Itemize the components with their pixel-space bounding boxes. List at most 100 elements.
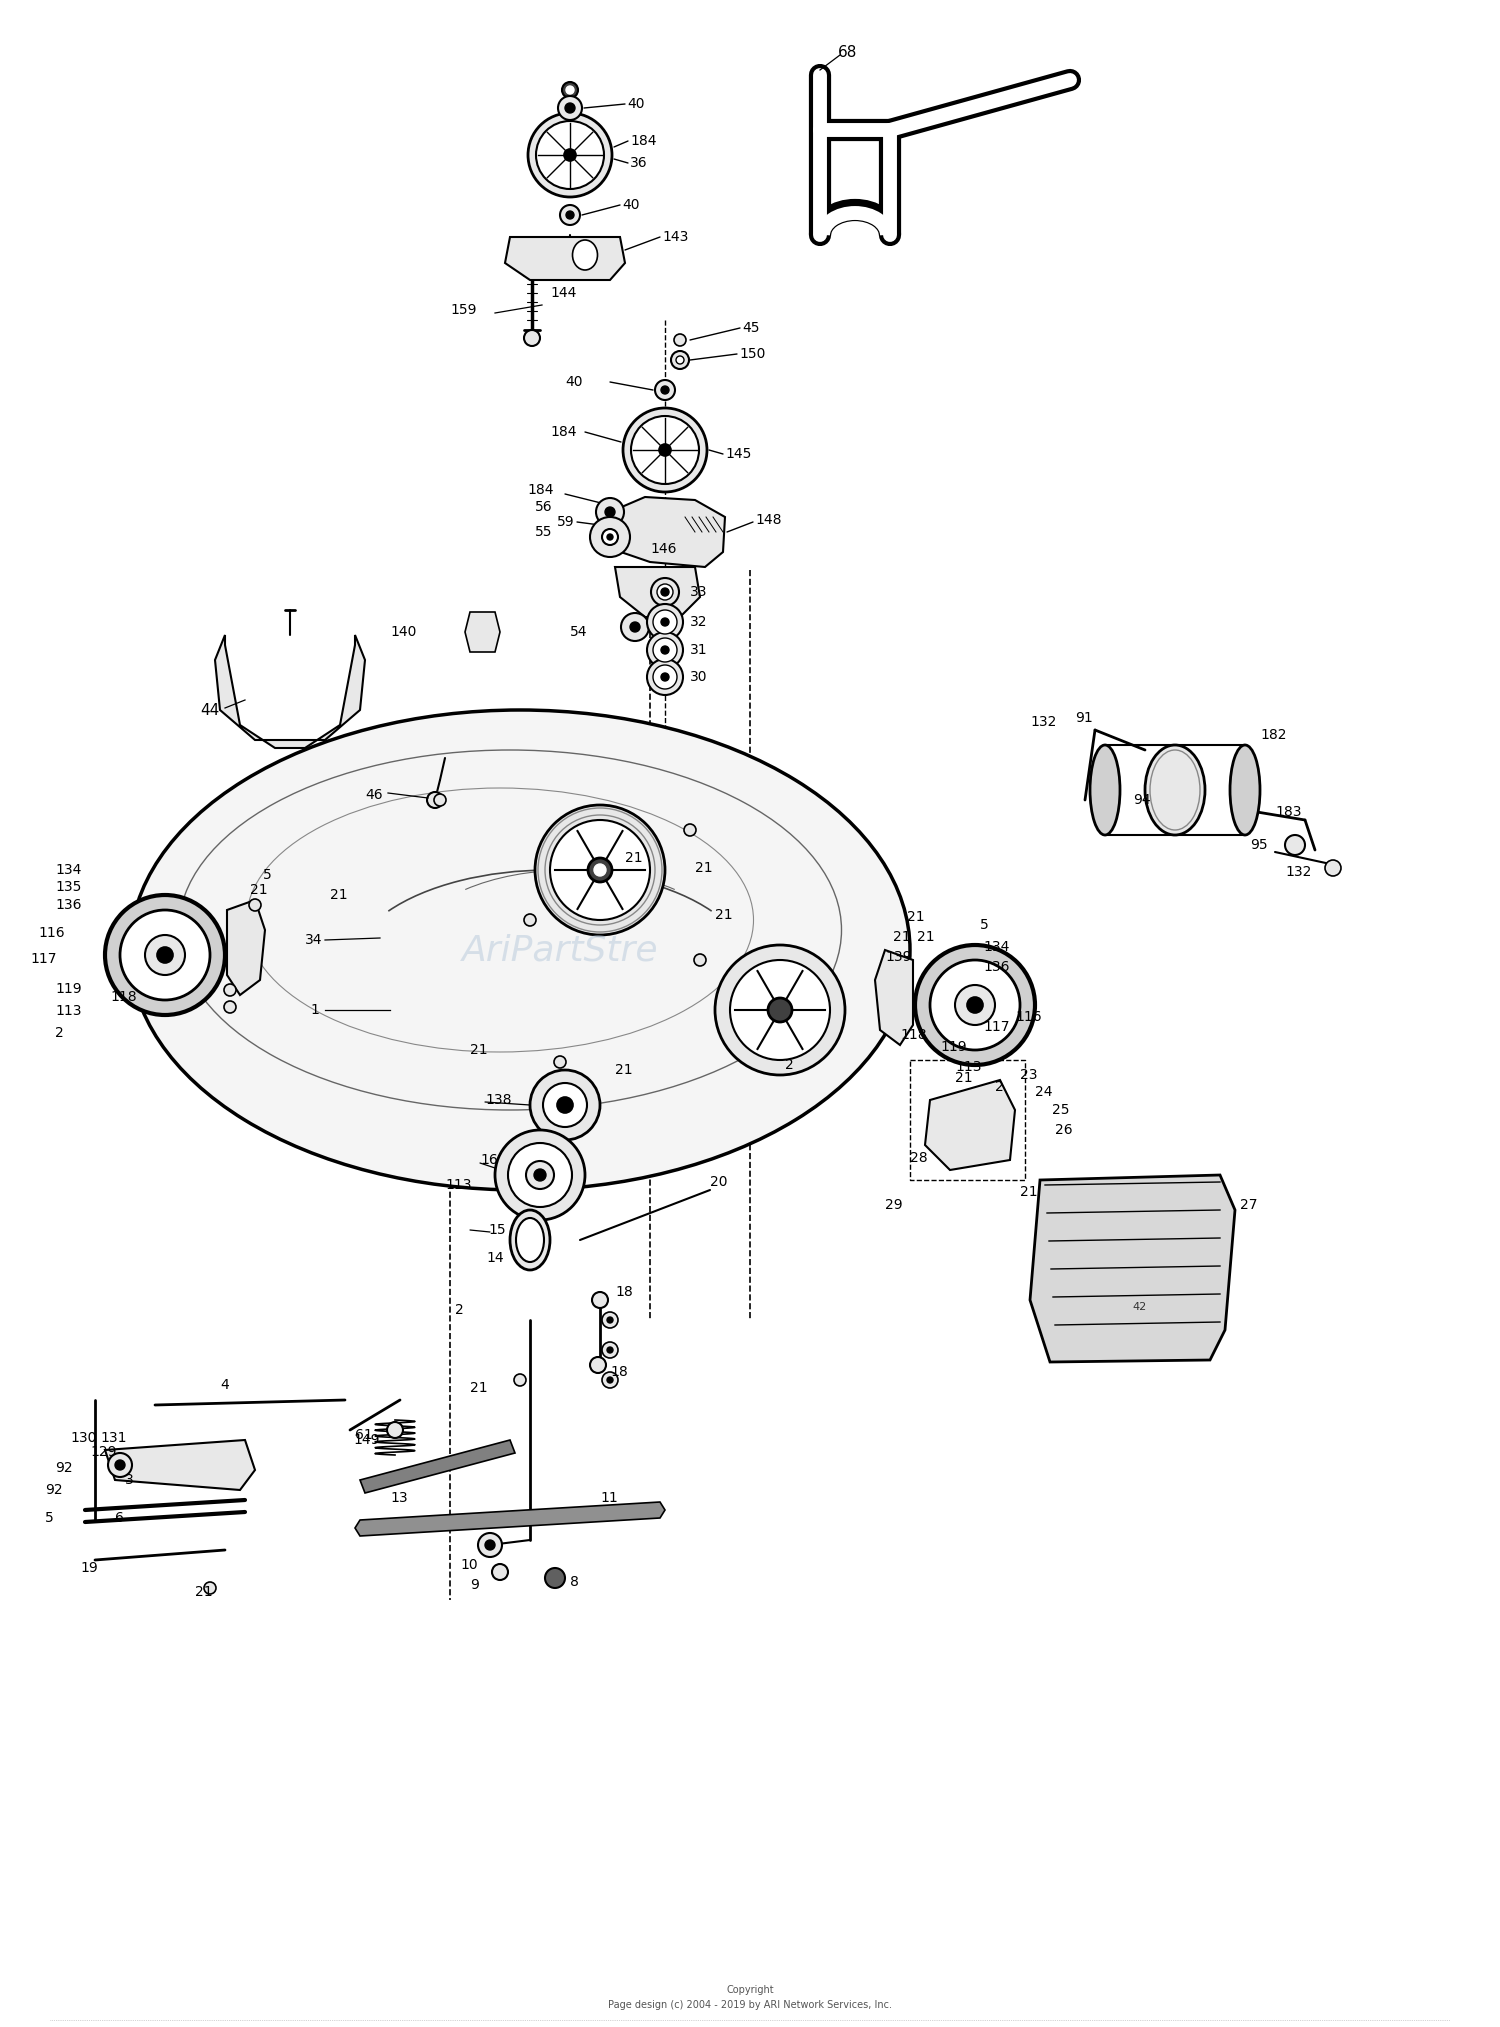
Text: 45: 45 [742, 320, 759, 334]
Circle shape [590, 1356, 606, 1372]
Text: Page design (c) 2004 - 2019 by ARI Network Services, Inc.: Page design (c) 2004 - 2019 by ARI Netwo… [608, 2001, 892, 2011]
Text: 184: 184 [630, 134, 657, 148]
Text: 144: 144 [550, 286, 576, 300]
Text: 183: 183 [1275, 805, 1302, 819]
Circle shape [602, 529, 618, 545]
Ellipse shape [1230, 746, 1260, 835]
Text: 55: 55 [536, 525, 552, 539]
Polygon shape [874, 951, 914, 1046]
Text: 21: 21 [470, 1380, 488, 1395]
Circle shape [524, 914, 536, 926]
Circle shape [632, 416, 699, 484]
Circle shape [1324, 859, 1341, 876]
Circle shape [387, 1423, 404, 1437]
Text: Copyright: Copyright [726, 1984, 774, 1995]
Text: 117: 117 [30, 953, 57, 967]
Polygon shape [465, 612, 500, 653]
Circle shape [604, 507, 615, 517]
Circle shape [528, 114, 612, 197]
Text: 21: 21 [916, 930, 934, 945]
Circle shape [427, 793, 442, 809]
Circle shape [478, 1532, 502, 1557]
Circle shape [588, 857, 612, 882]
Circle shape [608, 1376, 613, 1382]
Text: 118: 118 [900, 1028, 927, 1042]
Polygon shape [356, 1502, 664, 1536]
Circle shape [652, 610, 676, 634]
Text: 18: 18 [615, 1285, 633, 1299]
Text: 150: 150 [740, 347, 765, 361]
Text: 21: 21 [908, 910, 924, 924]
Text: 23: 23 [1020, 1068, 1038, 1082]
Circle shape [566, 103, 574, 114]
Circle shape [495, 1129, 585, 1220]
Text: 16: 16 [480, 1153, 498, 1168]
Text: 61: 61 [356, 1427, 374, 1441]
Circle shape [662, 647, 669, 655]
Polygon shape [615, 568, 701, 616]
Text: 33: 33 [690, 586, 708, 600]
Text: 2: 2 [454, 1303, 464, 1318]
Text: 146: 146 [650, 541, 676, 555]
Text: 21: 21 [195, 1585, 213, 1599]
Text: 131: 131 [100, 1431, 126, 1445]
Circle shape [930, 961, 1020, 1050]
Text: 29: 29 [885, 1198, 903, 1212]
Circle shape [105, 896, 225, 1016]
Circle shape [158, 947, 172, 963]
Text: 44: 44 [200, 703, 219, 718]
Circle shape [224, 983, 236, 995]
Text: 54: 54 [570, 624, 588, 639]
Circle shape [716, 945, 844, 1074]
Text: 94: 94 [1132, 793, 1150, 807]
Text: 36: 36 [630, 156, 648, 170]
Text: 21: 21 [330, 888, 348, 902]
Circle shape [622, 407, 706, 493]
Text: 184: 184 [550, 426, 576, 440]
Text: 8: 8 [570, 1575, 579, 1589]
Text: 25: 25 [1052, 1103, 1070, 1117]
Text: 136: 136 [982, 961, 1010, 975]
Text: 21: 21 [251, 884, 267, 898]
Circle shape [652, 639, 676, 663]
Circle shape [968, 997, 982, 1014]
Text: 113: 113 [956, 1060, 981, 1074]
Circle shape [543, 1082, 586, 1127]
Text: 21: 21 [892, 930, 910, 945]
Text: 132: 132 [1286, 866, 1311, 880]
Circle shape [676, 357, 684, 365]
Polygon shape [926, 1080, 1016, 1170]
Circle shape [608, 533, 613, 539]
Polygon shape [105, 1439, 255, 1490]
Circle shape [621, 612, 650, 641]
Text: 21: 21 [956, 1070, 972, 1084]
Circle shape [120, 910, 210, 999]
Text: 132: 132 [1030, 716, 1056, 730]
Text: 118: 118 [110, 989, 136, 1003]
Text: 46: 46 [364, 789, 382, 803]
Text: 4: 4 [220, 1378, 230, 1393]
Circle shape [602, 1342, 618, 1358]
Circle shape [536, 805, 664, 934]
Circle shape [602, 1311, 618, 1328]
Circle shape [249, 900, 261, 910]
Text: 15: 15 [488, 1222, 506, 1236]
Circle shape [554, 1056, 566, 1068]
Text: 140: 140 [390, 624, 417, 639]
Circle shape [657, 584, 674, 600]
Text: 116: 116 [38, 926, 64, 941]
Polygon shape [214, 634, 364, 748]
Circle shape [536, 122, 604, 189]
Circle shape [116, 1459, 124, 1470]
Text: 21: 21 [626, 851, 642, 866]
Circle shape [646, 632, 682, 669]
Text: 149: 149 [352, 1433, 380, 1447]
Polygon shape [226, 900, 266, 995]
Circle shape [662, 385, 669, 393]
Ellipse shape [1090, 746, 1120, 835]
Circle shape [658, 444, 670, 456]
Circle shape [526, 1161, 554, 1190]
Circle shape [662, 618, 669, 626]
Text: 92: 92 [56, 1461, 72, 1476]
Circle shape [530, 1070, 600, 1139]
